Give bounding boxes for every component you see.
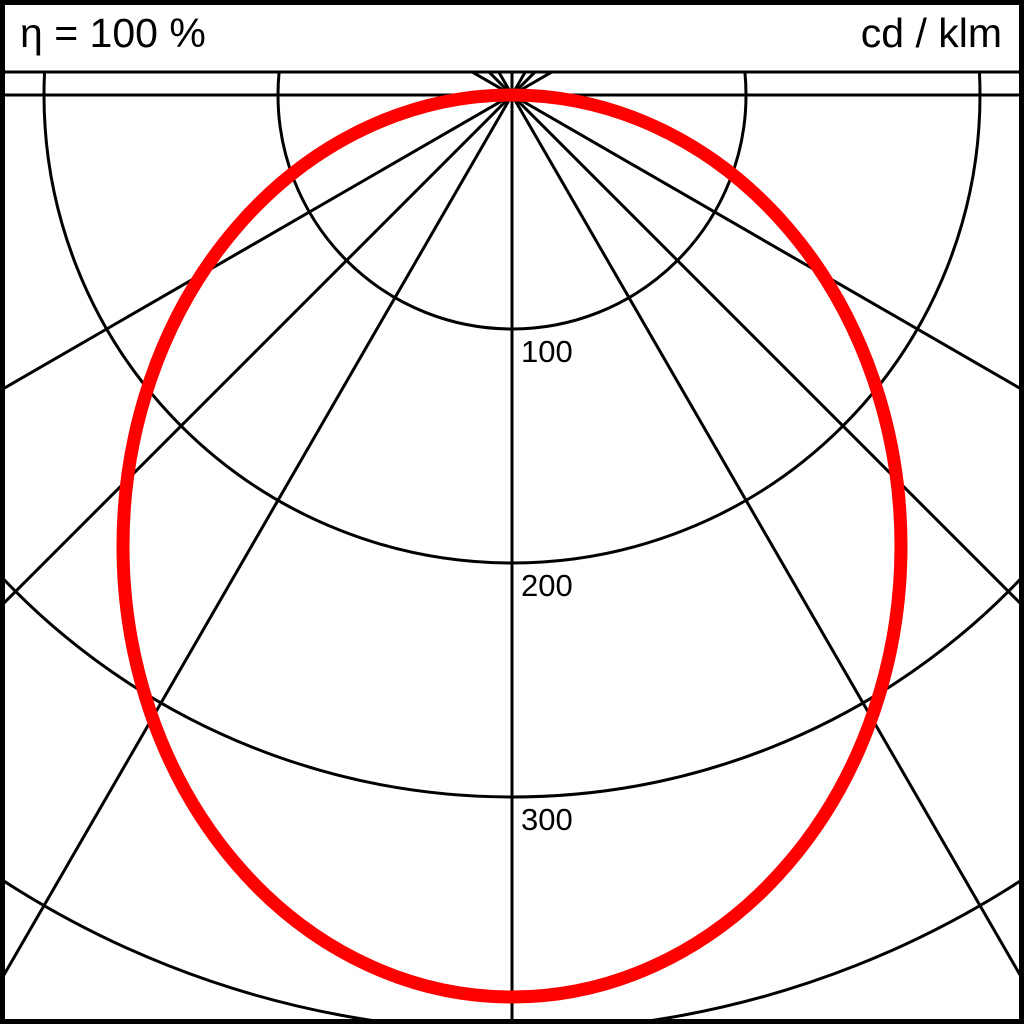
- radial-tick-label: 100: [521, 334, 573, 369]
- unit-label: cd / klm: [860, 10, 1002, 56]
- radial-tick-label: 200: [521, 568, 573, 603]
- efficiency-label: η = 100 %: [20, 10, 206, 56]
- intensity-distribution-curve: [116, 88, 908, 1004]
- radial-tick-label: 300: [521, 802, 573, 837]
